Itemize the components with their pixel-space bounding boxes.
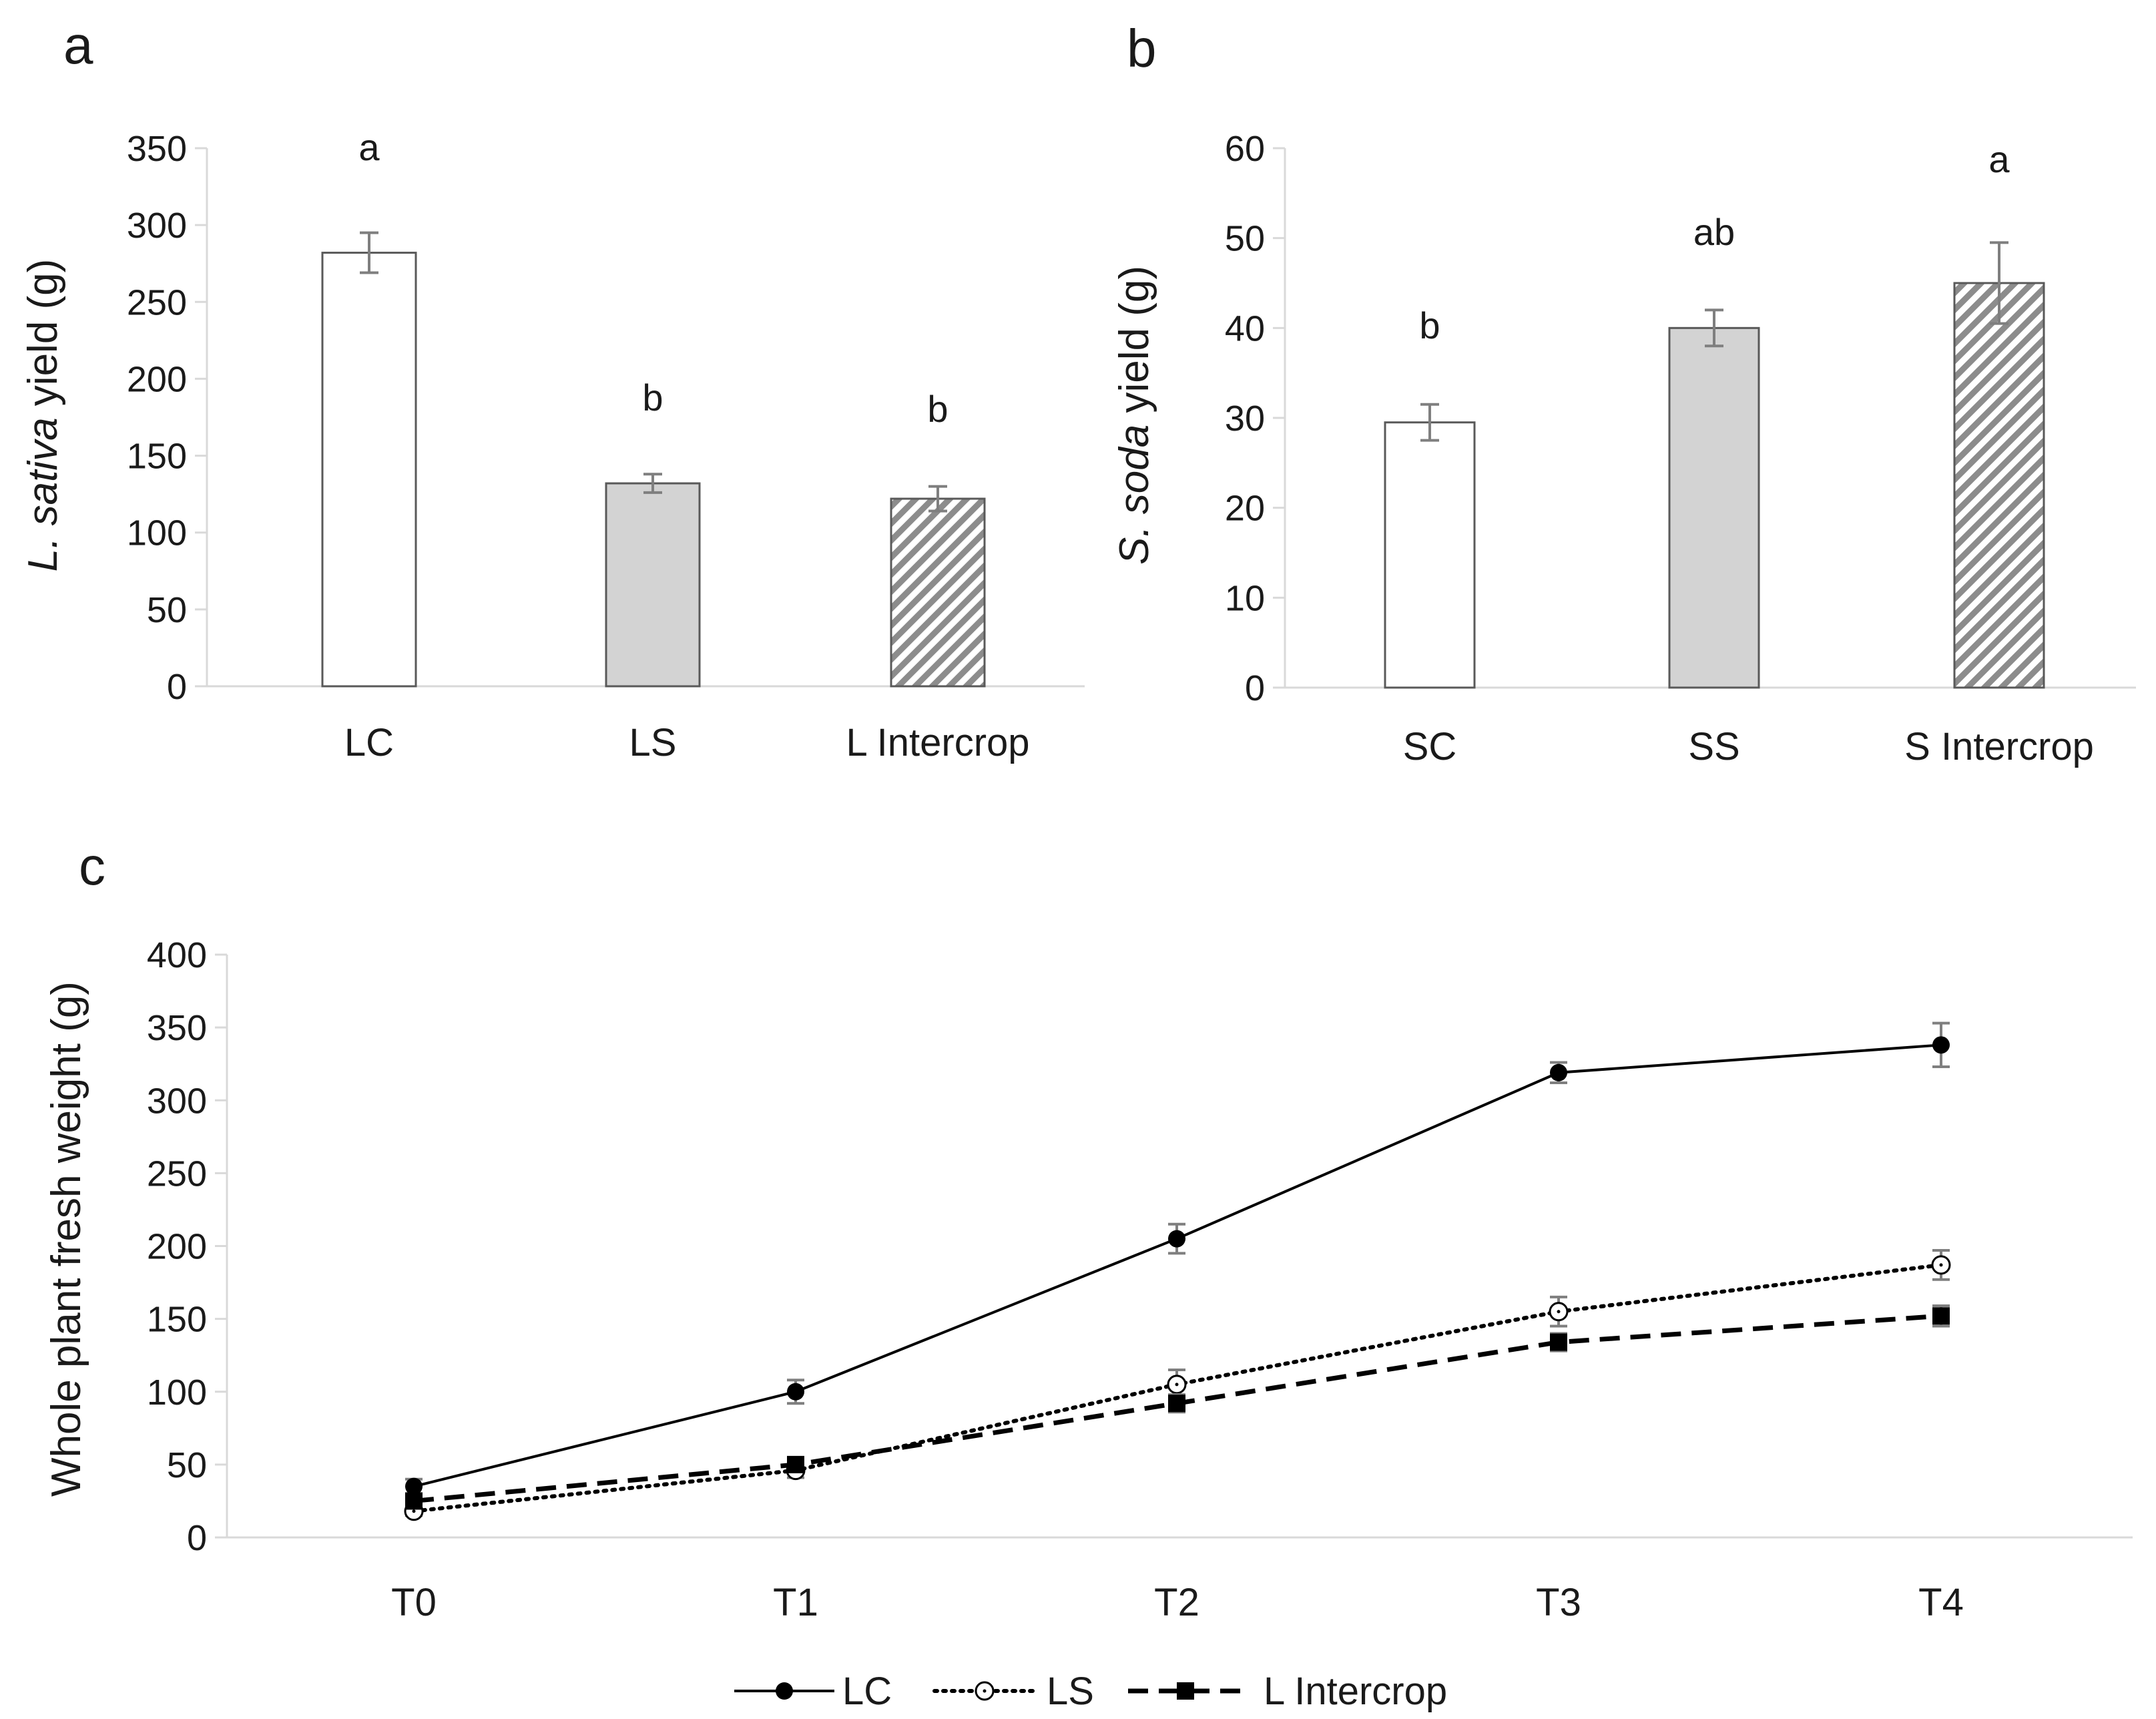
panel-c-point-l-intercrop: [1550, 1333, 1567, 1351]
panel-a-y-tick-label: 0: [167, 667, 187, 707]
panel-c-y-tick-label: 400: [147, 935, 207, 975]
panel-b-error-bar: [1990, 241, 2008, 325]
panel-b-error-bar: [1420, 403, 1439, 442]
legend-item-l-intercrop: L Intercrop: [1128, 1670, 1447, 1713]
panel-c-line-lc: [413, 1043, 1942, 1488]
panel-b-letter: b: [1127, 19, 1157, 78]
panel-c-category-label: T3: [1536, 1581, 1581, 1624]
panel-b-y-tick-label: 30: [1225, 399, 1265, 439]
legend-label-lc: LC: [842, 1670, 892, 1713]
panel-a-bar-ls: [605, 482, 701, 688]
panel-c-point-l-intercrop: [405, 1492, 423, 1510]
panel-b-category-label: S Intercrop: [1904, 725, 2094, 768]
panel-c-series-l-intercrop: [405, 1304, 1950, 1510]
panel-a-y-tick-label: 50: [147, 590, 187, 630]
legend-label-l-intercrop: L Intercrop: [1264, 1670, 1447, 1713]
panel-c-y-tick-label: 200: [147, 1227, 207, 1267]
panel-a-significance-letter: a: [358, 126, 380, 168]
panel-b-chart: b S. soda yield (g) 0 10 20 30 40 50 60 SC b SS ab…: [1111, 19, 2136, 768]
panel-c-point-l-intercrop: [1168, 1395, 1185, 1413]
panel-a-y-axis-label-unit: yield (g): [20, 259, 66, 418]
panel-c-legend: LC LS L Intercrop: [734, 1670, 1447, 1713]
panel-c-point-ls: [1167, 1375, 1187, 1395]
panel-b-bar-s-intercrop: [1953, 282, 2045, 689]
legend-item-ls: LS: [932, 1670, 1094, 1713]
panel-b-category-label: SC: [1403, 725, 1457, 768]
panel-c-y-tick-label: 300: [147, 1081, 207, 1121]
panel-b-y-tick-label: 10: [1225, 578, 1265, 618]
panel-b-category-label: SS: [1688, 725, 1739, 768]
panel-a-error-bar: [643, 473, 662, 494]
panel-b-y-tick-label: 50: [1225, 219, 1265, 259]
panel-c-y-axis-label: Whole plant fresh weight (g): [43, 981, 89, 1497]
legend-label-ls: LS: [1047, 1670, 1094, 1713]
panel-c-y-tick-label: 150: [147, 1300, 207, 1340]
panel-b-significance-letter: ab: [1693, 211, 1735, 253]
legend-marker-l-intercrop: [1177, 1682, 1194, 1700]
panel-c-series-lc: [405, 1021, 1950, 1495]
panel-c-point-l-intercrop: [787, 1455, 804, 1473]
panel-a-bar-lc: [321, 252, 417, 688]
panel-a-letter: a: [63, 15, 93, 75]
panel-b-significance-letter: b: [1419, 304, 1440, 346]
panel-c-y-tick-label: 350: [147, 1008, 207, 1048]
panel-a-significance-letter: b: [642, 377, 663, 419]
panel-c-y-tick-label: 0: [187, 1518, 207, 1558]
panel-b-y-axis-label-unit: yield (g): [1111, 266, 1157, 425]
panel-b-significance-letter: a: [1988, 138, 2010, 180]
panel-a-y-tick-label: 250: [127, 282, 187, 322]
panel-b-y-tick-label: 0: [1245, 668, 1265, 708]
panel-a-y-axis-label: L. sativa yield (g): [20, 259, 66, 572]
panel-b-y-tick-label: 60: [1225, 129, 1265, 169]
panel-b-bar-sc: [1384, 421, 1476, 689]
panel-a-bar-l-intercrop: [890, 497, 986, 688]
panel-b-y-tick-label: 20: [1225, 489, 1265, 529]
panel-c-category-label: T2: [1154, 1581, 1199, 1624]
panel-c-point-lc: [787, 1383, 804, 1401]
panel-c-point-lc: [405, 1477, 423, 1495]
panel-c-category-label: T0: [391, 1581, 437, 1624]
panel-a-y-tick-label: 100: [127, 513, 187, 553]
panel-c-point-lc: [1550, 1063, 1567, 1081]
legend-item-lc: LC: [734, 1670, 892, 1713]
legend-marker-lc: [776, 1682, 793, 1700]
panel-a-y-tick-label: 150: [127, 437, 187, 477]
panel-b-y-tick-label: 40: [1225, 308, 1265, 348]
panel-b-bar-ss: [1668, 326, 1760, 689]
panel-c-point-ls: [1549, 1302, 1569, 1322]
panel-c-point-l-intercrop: [1932, 1307, 1950, 1325]
panel-c-y-tick-label: 50: [167, 1445, 207, 1485]
panel-a-error-bar: [360, 231, 378, 274]
panel-a-y-axis-label-species: L. sativa: [20, 417, 66, 571]
panel-b-y-axis-label: S. soda yield (g): [1111, 266, 1157, 565]
panel-c-point-lc: [1168, 1230, 1185, 1248]
panel-a-chart: a L. sativa yield (g) 0 50 100 150 200 250 300…: [20, 15, 1085, 764]
panel-a-category-label: LC: [344, 721, 394, 764]
panel-b-y-axis-label-species: S. soda: [1111, 425, 1157, 565]
panel-c-point-ls: [1931, 1255, 1951, 1275]
panel-a-category-label: L Intercrop: [846, 721, 1029, 764]
panel-a-error-bar: [928, 485, 947, 513]
panel-a-category-label: LS: [629, 721, 677, 764]
panel-a-y-tick-label: 350: [127, 129, 187, 169]
panel-c-point-lc: [1932, 1036, 1950, 1054]
panel-a-y-tick-label: 300: [127, 206, 187, 246]
panel-c-y-tick-label: 250: [147, 1154, 207, 1194]
panel-c-y-tick-label: 100: [147, 1373, 207, 1413]
panel-b-error-bar: [1705, 308, 1723, 348]
panel-a-y-tick-label: 200: [127, 359, 187, 399]
panel-c-letter: c: [79, 836, 105, 896]
panel-c-category-label: T4: [1918, 1581, 1964, 1624]
legend-marker-ls: [975, 1681, 995, 1701]
panel-c-chart: c Whole plant fresh weight (g) 0 50 100 150…: [43, 836, 2133, 1624]
panel-a-significance-letter: b: [927, 388, 948, 430]
panel-c-category-label: T1: [773, 1581, 818, 1624]
